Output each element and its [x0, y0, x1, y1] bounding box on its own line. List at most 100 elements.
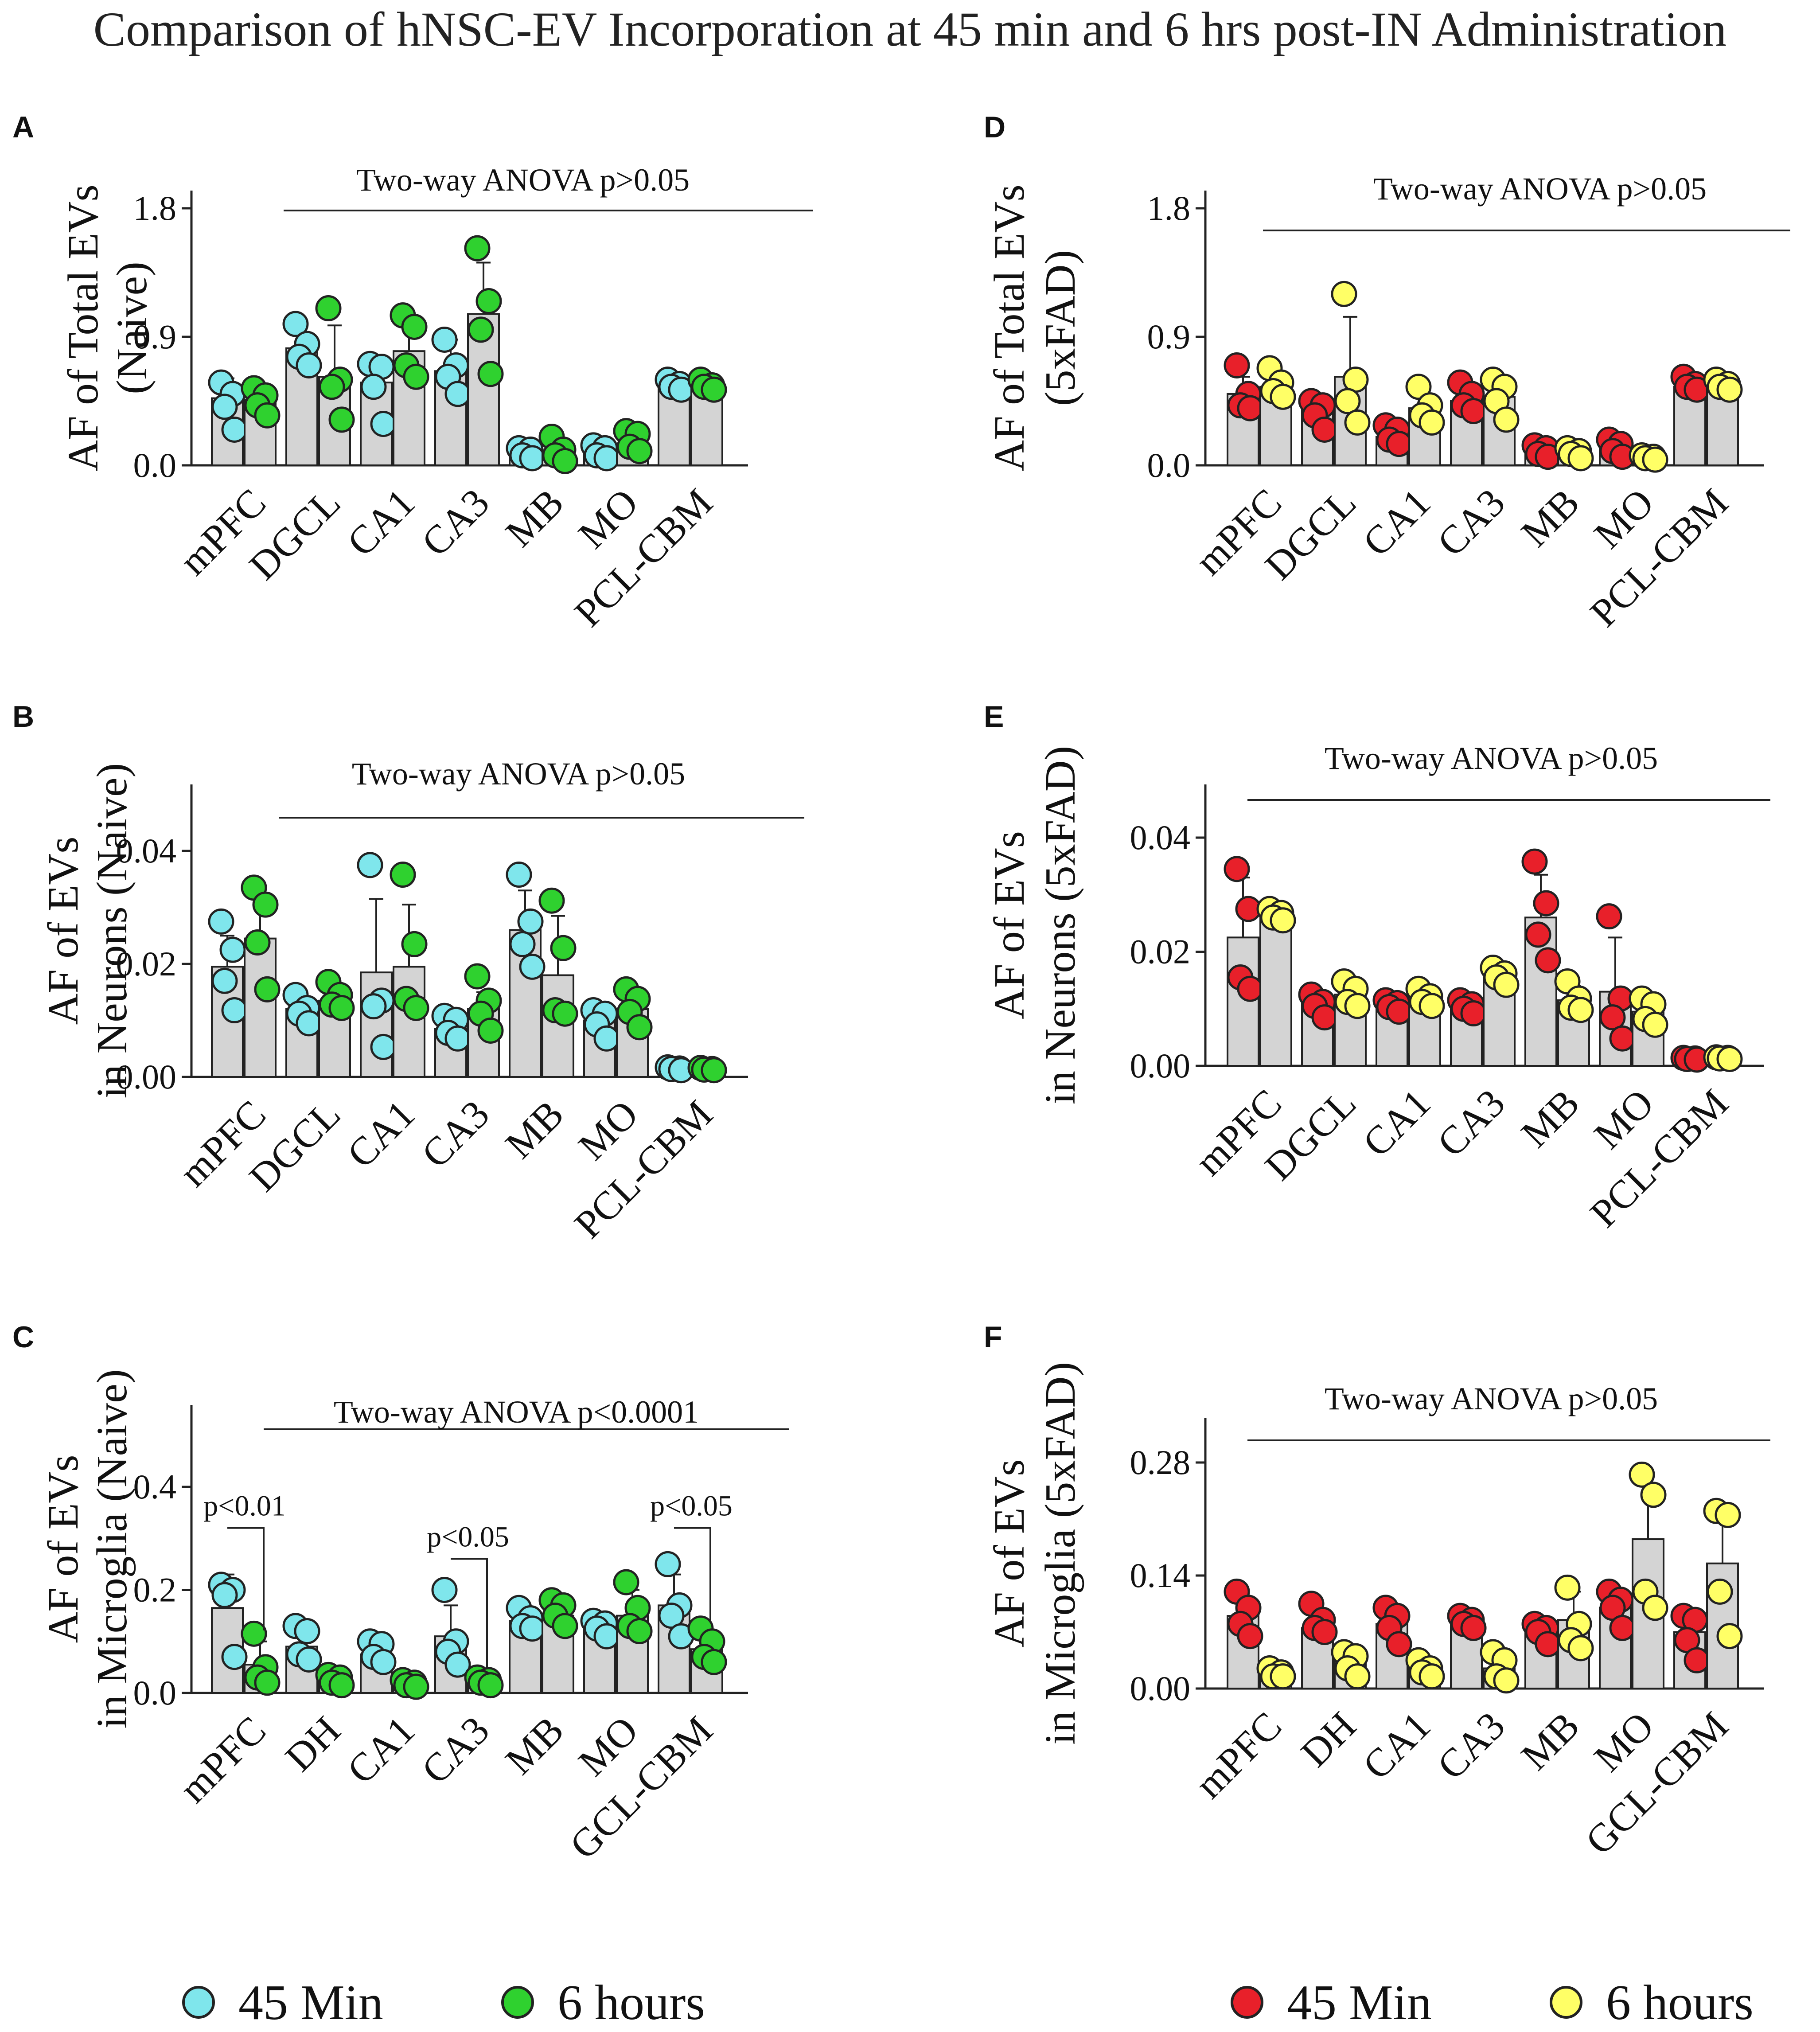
x-tick-label: CA1 — [339, 480, 423, 565]
legend-marker — [1550, 1986, 1582, 2019]
data-point — [1609, 1615, 1636, 1641]
data-point — [241, 1620, 267, 1647]
data-point — [1270, 907, 1296, 934]
panel-a: A 0.0 0.9 1.8 AF of Total EVs (Naive) Two-way … — [12, 110, 813, 636]
data-point — [701, 376, 727, 403]
x-tick-label: GCL-CBM — [561, 1708, 721, 1868]
data-point — [1224, 856, 1250, 882]
panel-e: E 0.00 0.02 0.04 AF of EVs in Neurons (5xFAD)… — [984, 700, 1770, 1236]
data-point — [296, 1646, 322, 1673]
x-tick-label: DH — [1293, 1704, 1364, 1775]
data-point — [1224, 352, 1250, 378]
y-tick-label: 0.0 — [1147, 446, 1191, 484]
x-tick-label: PCL-CBM — [1582, 480, 1737, 635]
data-point — [360, 374, 387, 400]
bar — [244, 937, 277, 1078]
data-point — [282, 311, 309, 337]
data-point — [1707, 1578, 1733, 1605]
anova-title: Two-way ANOVA p>0.05 — [1325, 741, 1658, 776]
data-point — [464, 235, 491, 261]
data-point — [1716, 376, 1743, 403]
panel-letter: C — [12, 1320, 34, 1354]
y-axis-label: in Microglia (Naive) — [88, 1369, 136, 1729]
data-point — [1237, 975, 1263, 1002]
data-point — [552, 448, 578, 474]
data-point — [477, 361, 504, 387]
anova-title: Two-way ANOVA p>0.05 — [1373, 171, 1707, 207]
y-axis-label: in Microglia (5xFAD) — [1037, 1362, 1084, 1745]
data-point — [319, 374, 345, 400]
data-point — [1567, 997, 1594, 1023]
y-tick-label: 0.04 — [116, 831, 177, 870]
data-point — [468, 316, 494, 343]
data-point — [1386, 998, 1412, 1025]
data-point — [1521, 848, 1548, 875]
data-point — [444, 381, 471, 407]
data-point — [1684, 1647, 1710, 1673]
data-point — [219, 936, 246, 963]
data-point — [519, 953, 546, 980]
legend: 45 Min 6 hours — [1231, 1975, 1754, 2030]
data-point — [1460, 1615, 1487, 1641]
significance-label: p<0.05 — [427, 1521, 509, 1553]
data-point — [1599, 1004, 1626, 1031]
data-point — [1419, 409, 1445, 436]
legend-marker — [501, 1986, 534, 2019]
bar — [393, 966, 425, 1078]
x-tick-label: mPFC — [1187, 1704, 1290, 1807]
x-tick-label: CA1 — [1355, 1081, 1439, 1165]
data-point — [431, 1577, 458, 1603]
figure-title: Comparison of hNSC-EV Incorporation at 4… — [93, 2, 1727, 56]
bar — [1259, 913, 1292, 1067]
data-point — [1609, 1025, 1636, 1052]
data-point — [1525, 921, 1551, 948]
y-tick-label: 1.8 — [133, 189, 177, 227]
panel-letter: F — [984, 1320, 1002, 1354]
bar — [360, 971, 393, 1078]
data-point — [244, 929, 271, 956]
data-point — [221, 416, 248, 443]
data-point — [1642, 1595, 1668, 1621]
y-tick-label: 0.9 — [1147, 317, 1191, 356]
data-point — [1331, 281, 1357, 307]
panel-f: F 0.00 0.14 0.28 AF of EVs in Microglia (5xFA… — [984, 1320, 1770, 1863]
data-point — [211, 1582, 238, 1608]
data-point — [655, 1551, 681, 1577]
data-point — [294, 1618, 320, 1644]
data-point — [221, 997, 248, 1024]
y-tick-label: 0.02 — [1130, 932, 1191, 971]
data-point — [211, 967, 238, 994]
x-tick-label: MB — [497, 1708, 572, 1783]
data-point — [1311, 416, 1338, 443]
x-tick-label: MB — [1513, 1081, 1588, 1156]
significance-bracket — [451, 1558, 488, 1668]
data-point — [1460, 398, 1487, 425]
data-point — [1715, 1502, 1741, 1528]
data-point — [1716, 1046, 1743, 1073]
data-point — [1237, 1623, 1263, 1650]
y-tick-label: 0.28 — [1130, 1443, 1191, 1482]
anova-title: Two-way ANOVA p>0.05 — [1325, 1381, 1658, 1416]
legend-label: 6 hours — [1606, 1975, 1754, 2030]
data-point — [1716, 1623, 1743, 1650]
data-point — [1596, 903, 1622, 930]
data-point — [1554, 1574, 1581, 1601]
data-point — [444, 1025, 471, 1052]
data-point — [370, 411, 397, 437]
y-axis-label: (Naive) — [108, 261, 156, 394]
data-point — [1567, 445, 1594, 472]
data-point — [1419, 993, 1445, 1019]
x-tick-label: MB — [1513, 1704, 1588, 1778]
data-point — [403, 1673, 429, 1700]
data-point — [1629, 1461, 1655, 1488]
data-point — [1533, 890, 1559, 917]
data-point — [552, 1613, 578, 1639]
y-tick-label: 0.0 — [133, 446, 177, 484]
data-point — [1405, 374, 1432, 400]
data-point — [593, 1623, 620, 1650]
data-point — [1567, 1635, 1594, 1661]
x-tick-label: MB — [497, 1092, 572, 1167]
data-point — [626, 1618, 653, 1644]
data-point — [1386, 431, 1412, 457]
data-point — [401, 313, 428, 340]
